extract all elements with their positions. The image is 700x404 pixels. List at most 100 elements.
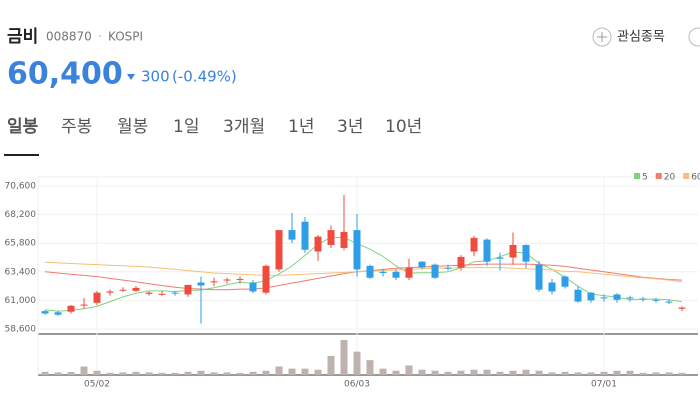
candle-body bbox=[237, 279, 244, 280]
tab[interactable]: 1년 bbox=[288, 117, 314, 137]
volume-bar bbox=[315, 370, 322, 375]
volume-bar bbox=[185, 372, 192, 375]
candle-body bbox=[406, 268, 413, 278]
candle-body bbox=[250, 283, 257, 292]
candle-body bbox=[302, 222, 309, 250]
down-arrow bbox=[127, 74, 135, 80]
tab[interactable]: 3개월 bbox=[223, 117, 265, 137]
volume-bar bbox=[679, 373, 686, 375]
legend-label: 60 bbox=[691, 173, 700, 183]
ma-line bbox=[45, 264, 682, 290]
tab[interactable]: 1일 bbox=[173, 117, 199, 137]
volume-bar bbox=[211, 372, 218, 375]
legend-swatch bbox=[683, 173, 689, 179]
candle-body bbox=[146, 293, 153, 294]
volume-bar bbox=[601, 372, 608, 375]
volume-bar bbox=[588, 372, 595, 375]
volume-bar bbox=[81, 367, 88, 375]
candle-body bbox=[341, 232, 348, 248]
candle-body bbox=[653, 300, 660, 301]
candle-body bbox=[328, 230, 335, 245]
candle-body bbox=[549, 283, 556, 292]
candle-body bbox=[575, 290, 582, 302]
candle-body bbox=[107, 291, 114, 292]
volume-bar bbox=[432, 371, 439, 375]
volume-bar bbox=[263, 371, 270, 375]
volume-bar bbox=[172, 373, 179, 375]
tab[interactable]: 10년 bbox=[385, 117, 422, 137]
legend-label: 5 bbox=[642, 173, 648, 183]
candle-body bbox=[445, 268, 452, 269]
volume-bar bbox=[250, 372, 257, 375]
x-tick-label: 06/03 bbox=[344, 380, 370, 390]
candle-body bbox=[588, 293, 595, 301]
tab[interactable]: 월봉 bbox=[117, 117, 148, 137]
y-tick-label: 61,000 bbox=[5, 296, 37, 306]
volume-bar bbox=[445, 372, 452, 375]
candle-body bbox=[211, 281, 218, 282]
volume-bar bbox=[471, 370, 478, 375]
volume-bar bbox=[94, 371, 101, 375]
volume-bar bbox=[406, 365, 413, 375]
volume-bar bbox=[289, 369, 296, 375]
change: 300 bbox=[141, 68, 170, 86]
candle-body bbox=[666, 302, 673, 303]
volume-bar bbox=[237, 373, 244, 375]
candle-body bbox=[81, 305, 88, 306]
plus-circle-cut bbox=[689, 28, 700, 46]
tab[interactable]: 일봉 bbox=[7, 117, 39, 137]
candle-body bbox=[679, 308, 686, 309]
x-tick-label: 07/01 bbox=[591, 380, 617, 390]
watch-button[interactable]: 관심종목 bbox=[593, 28, 665, 46]
volume-bar bbox=[55, 372, 62, 375]
y-tick-label: 58,600 bbox=[5, 325, 37, 335]
stock-name: 금비 bbox=[7, 27, 38, 47]
candle-body bbox=[315, 237, 322, 252]
volume-bar bbox=[68, 372, 75, 375]
change-pct: (-0.49%) bbox=[172, 68, 237, 86]
candle-body bbox=[42, 311, 49, 313]
candle-body bbox=[484, 240, 491, 262]
candle-body bbox=[185, 285, 192, 295]
candle-body bbox=[510, 245, 517, 258]
candle-body bbox=[640, 299, 647, 300]
volume-bar bbox=[302, 369, 309, 375]
y-tick-label: 63,400 bbox=[5, 267, 37, 277]
volume-bar bbox=[198, 371, 205, 375]
tab[interactable]: 주봉 bbox=[61, 117, 92, 137]
volume-bar bbox=[159, 373, 166, 375]
volume-bar bbox=[523, 370, 530, 375]
volume-bar bbox=[367, 360, 374, 375]
candle-body bbox=[289, 230, 296, 240]
candle-body bbox=[497, 258, 504, 259]
volume-bar bbox=[393, 371, 400, 375]
market: KOSPI bbox=[108, 30, 143, 44]
candle-body bbox=[172, 293, 179, 294]
candle-body bbox=[263, 266, 270, 293]
volume-bar bbox=[575, 372, 582, 375]
tab[interactable]: 3년 bbox=[337, 117, 363, 137]
y-tick-label: 68,200 bbox=[5, 210, 37, 220]
volume-bar bbox=[42, 372, 49, 375]
legend-swatch bbox=[656, 173, 662, 179]
volume-bar bbox=[224, 372, 231, 375]
plus bbox=[597, 32, 607, 42]
volume-bar bbox=[133, 372, 140, 375]
volume-bar bbox=[510, 371, 517, 375]
volume-bar bbox=[549, 372, 556, 375]
candle-body bbox=[68, 306, 75, 312]
candle-body bbox=[393, 272, 400, 278]
candle-body bbox=[601, 297, 608, 298]
candle-body bbox=[55, 312, 62, 314]
candle-body bbox=[614, 294, 621, 299]
candle-body bbox=[432, 265, 439, 278]
x-tick-label: 05/02 bbox=[84, 380, 110, 390]
candle-body bbox=[627, 297, 634, 298]
legend-label: 20 bbox=[664, 173, 676, 183]
y-tick-label: 65,800 bbox=[5, 239, 37, 249]
volume-bar bbox=[146, 372, 153, 375]
candle-body bbox=[419, 262, 426, 268]
volume-bar bbox=[666, 372, 673, 375]
